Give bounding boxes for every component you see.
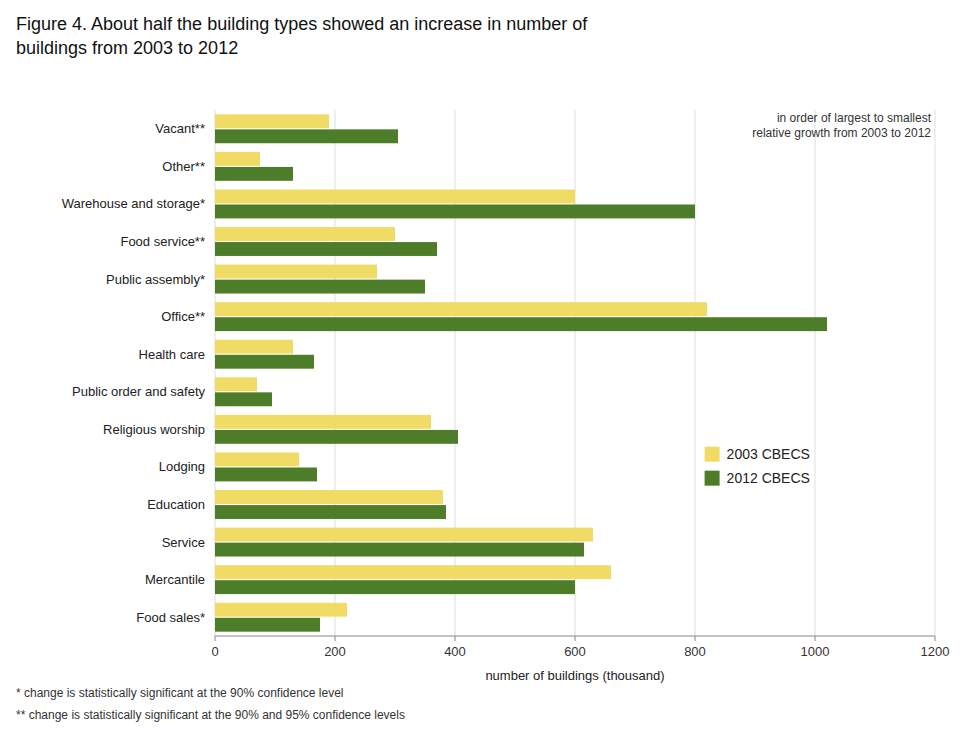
category-label: Public order and safety [72, 384, 205, 399]
bar [215, 565, 611, 579]
tick-mark [215, 636, 216, 641]
bar [215, 152, 260, 166]
footnote: ** change is statistically significant a… [16, 708, 405, 722]
tick-mark [935, 636, 936, 641]
bar [215, 467, 317, 481]
bar [215, 490, 443, 504]
bar [215, 505, 446, 519]
tick-label: 0 [211, 644, 218, 659]
x-axis-label: number of buildings (thousand) [485, 668, 664, 683]
bar [215, 430, 458, 444]
category-label: Religious worship [103, 422, 205, 437]
annotation: in order of largest to smallestrelative … [752, 111, 931, 140]
annotation-line: in order of largest to smallest [777, 111, 932, 125]
tick-label: 1000 [801, 644, 830, 659]
bar [215, 340, 293, 354]
bar [215, 452, 299, 466]
bar [215, 242, 437, 256]
category-label: Service [162, 535, 205, 550]
bar [215, 265, 377, 279]
category-label: Other** [162, 159, 205, 174]
category-label: Public assembly* [106, 272, 205, 287]
category-label: Warehouse and storage* [62, 196, 205, 211]
annotation-line: relative growth from 2003 to 2012 [752, 126, 931, 140]
category-label: Lodging [159, 459, 205, 474]
bar [215, 377, 257, 391]
x-axis [215, 636, 935, 637]
grid-line [935, 110, 936, 636]
category-label: Vacant** [155, 121, 205, 136]
tick-label: 1200 [921, 644, 950, 659]
bar [215, 618, 320, 632]
tick-label: 800 [684, 644, 706, 659]
bar [215, 189, 575, 203]
bar [215, 415, 431, 429]
bar [215, 528, 593, 542]
category-label: Food sales* [136, 610, 205, 625]
tick-mark [455, 636, 456, 641]
bar [215, 280, 425, 294]
bar [215, 543, 584, 557]
footnote: * change is statistically significant at… [16, 686, 344, 700]
grid-line [815, 110, 816, 636]
tick-label: 400 [444, 644, 466, 659]
legend-swatch [705, 447, 720, 462]
bar [215, 355, 314, 369]
category-label: Mercantile [145, 572, 205, 587]
bar [215, 603, 347, 617]
tick-label: 200 [324, 644, 346, 659]
bar [215, 580, 575, 594]
tick-mark [815, 636, 816, 641]
legend-label: 2003 CBECS [727, 446, 810, 462]
grid-line [455, 110, 456, 636]
bars [215, 114, 827, 631]
bar [215, 302, 707, 316]
category-label: Food service** [120, 234, 205, 249]
legend-swatch [705, 471, 720, 486]
bar [215, 167, 293, 181]
tick-label: 600 [564, 644, 586, 659]
bar [215, 317, 827, 331]
legend-label: 2012 CBECS [727, 470, 810, 486]
tick-mark [335, 636, 336, 641]
bar [215, 204, 695, 218]
bar [215, 114, 329, 128]
grid-line [335, 110, 336, 636]
title: Figure 4. About half the building types … [16, 14, 588, 58]
grid-line [215, 110, 216, 636]
bar [215, 392, 272, 406]
category-label: Office** [161, 309, 205, 324]
bar [215, 227, 395, 241]
grid-line [575, 110, 576, 636]
grid [215, 110, 935, 636]
title-line: Figure 4. About half the building types … [16, 14, 588, 34]
category-label: Health care [139, 347, 205, 362]
tick-mark [575, 636, 576, 641]
category-label: Education [147, 497, 205, 512]
title-line: buildings from 2003 to 2012 [16, 38, 238, 58]
bar [215, 129, 398, 143]
tick-mark [695, 636, 696, 641]
chart: Figure 4. About half the building types … [0, 0, 967, 745]
legend: 2003 CBECS 2012 CBECS [705, 446, 810, 486]
grid-line [695, 110, 696, 636]
